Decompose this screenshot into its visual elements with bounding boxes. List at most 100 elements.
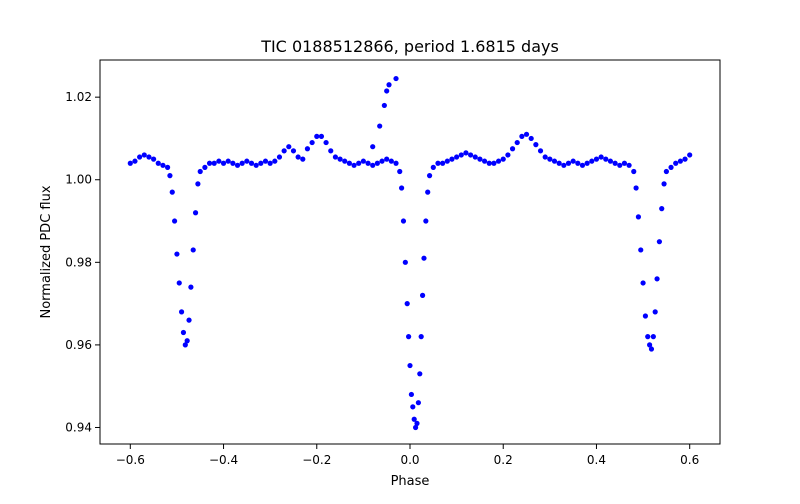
data-point bbox=[323, 139, 329, 146]
data-point bbox=[132, 158, 138, 164]
data-point bbox=[411, 416, 417, 422]
data-point bbox=[593, 156, 600, 162]
data-point bbox=[598, 154, 604, 160]
data-point bbox=[648, 346, 655, 352]
data-point bbox=[309, 139, 315, 146]
data-point bbox=[656, 239, 663, 245]
data-point bbox=[399, 185, 405, 191]
x-tick-label: −0.6 bbox=[116, 453, 145, 467]
data-point bbox=[402, 259, 408, 265]
x-tick-label: 0.2 bbox=[494, 453, 513, 467]
data-point bbox=[286, 144, 292, 150]
data-point bbox=[561, 162, 567, 168]
data-point bbox=[638, 247, 644, 253]
data-point bbox=[607, 158, 614, 164]
data-point bbox=[192, 210, 199, 216]
data-point bbox=[659, 206, 665, 212]
data-point bbox=[276, 154, 283, 160]
data-point bbox=[370, 144, 376, 150]
data-point bbox=[169, 189, 175, 195]
data-point bbox=[356, 160, 362, 166]
data-point bbox=[412, 424, 419, 431]
y-tick-label: 0.94 bbox=[65, 420, 92, 434]
y-tick-label: 1.02 bbox=[65, 90, 92, 104]
data-point bbox=[202, 164, 208, 170]
data-point bbox=[404, 301, 410, 307]
data-point bbox=[635, 214, 642, 220]
data-point bbox=[419, 292, 426, 298]
data-point bbox=[652, 309, 658, 315]
data-point bbox=[642, 313, 649, 319]
data-point bbox=[174, 251, 180, 257]
data-point bbox=[190, 247, 196, 253]
data-point bbox=[381, 102, 387, 109]
data-point bbox=[551, 158, 558, 164]
data-points-layer bbox=[127, 75, 693, 431]
data-point bbox=[417, 371, 423, 377]
data-point bbox=[137, 154, 143, 160]
data-point bbox=[186, 317, 192, 323]
data-point bbox=[463, 150, 469, 156]
data-point bbox=[397, 168, 403, 175]
data-point bbox=[272, 158, 278, 164]
data-point bbox=[621, 160, 628, 166]
data-point bbox=[332, 154, 339, 160]
data-point bbox=[234, 162, 241, 168]
data-point bbox=[295, 154, 301, 160]
data-point bbox=[645, 334, 651, 340]
data-point bbox=[423, 218, 429, 224]
data-point bbox=[337, 156, 343, 162]
data-point bbox=[444, 158, 450, 164]
data-point bbox=[290, 148, 297, 154]
chart-title: TIC 0188512866, period 1.6815 days bbox=[260, 37, 559, 56]
data-point bbox=[374, 160, 380, 166]
data-point bbox=[647, 342, 653, 348]
data-point bbox=[631, 168, 637, 175]
data-point bbox=[406, 334, 412, 340]
data-point bbox=[171, 218, 178, 224]
data-point bbox=[673, 160, 679, 166]
y-tick-label: 1.00 bbox=[65, 173, 92, 187]
data-point bbox=[505, 152, 511, 158]
data-point bbox=[575, 160, 581, 166]
data-point bbox=[449, 156, 455, 162]
x-tick-label: −0.4 bbox=[209, 453, 238, 467]
data-point bbox=[650, 334, 656, 340]
data-point bbox=[248, 160, 255, 166]
data-point bbox=[537, 148, 544, 154]
data-point bbox=[230, 160, 236, 166]
data-point bbox=[663, 168, 669, 175]
data-point bbox=[407, 362, 413, 369]
data-point bbox=[180, 329, 187, 336]
data-point bbox=[565, 160, 572, 166]
data-point bbox=[370, 162, 376, 168]
data-point bbox=[379, 158, 385, 164]
data-point bbox=[533, 142, 539, 148]
data-point bbox=[440, 160, 446, 166]
data-point bbox=[244, 158, 250, 164]
data-point bbox=[514, 139, 520, 146]
data-point bbox=[176, 280, 182, 286]
data-point bbox=[377, 123, 383, 129]
data-point bbox=[328, 148, 334, 154]
data-point bbox=[468, 152, 474, 158]
data-point bbox=[393, 75, 399, 82]
data-point bbox=[267, 160, 273, 166]
y-tick-label: 0.96 bbox=[65, 338, 92, 352]
data-point bbox=[584, 160, 590, 166]
data-point bbox=[365, 160, 371, 166]
data-point bbox=[481, 158, 488, 164]
data-point bbox=[426, 173, 433, 179]
data-point bbox=[384, 88, 390, 94]
data-point bbox=[661, 181, 667, 187]
data-point bbox=[164, 164, 171, 170]
y-axis-label: Normalized PDC flux bbox=[39, 185, 54, 318]
data-point bbox=[206, 160, 213, 166]
data-point bbox=[184, 338, 190, 344]
data-point bbox=[300, 156, 306, 162]
data-point bbox=[253, 162, 259, 168]
data-point bbox=[654, 276, 660, 282]
data-point bbox=[486, 160, 492, 166]
data-point bbox=[640, 280, 646, 286]
